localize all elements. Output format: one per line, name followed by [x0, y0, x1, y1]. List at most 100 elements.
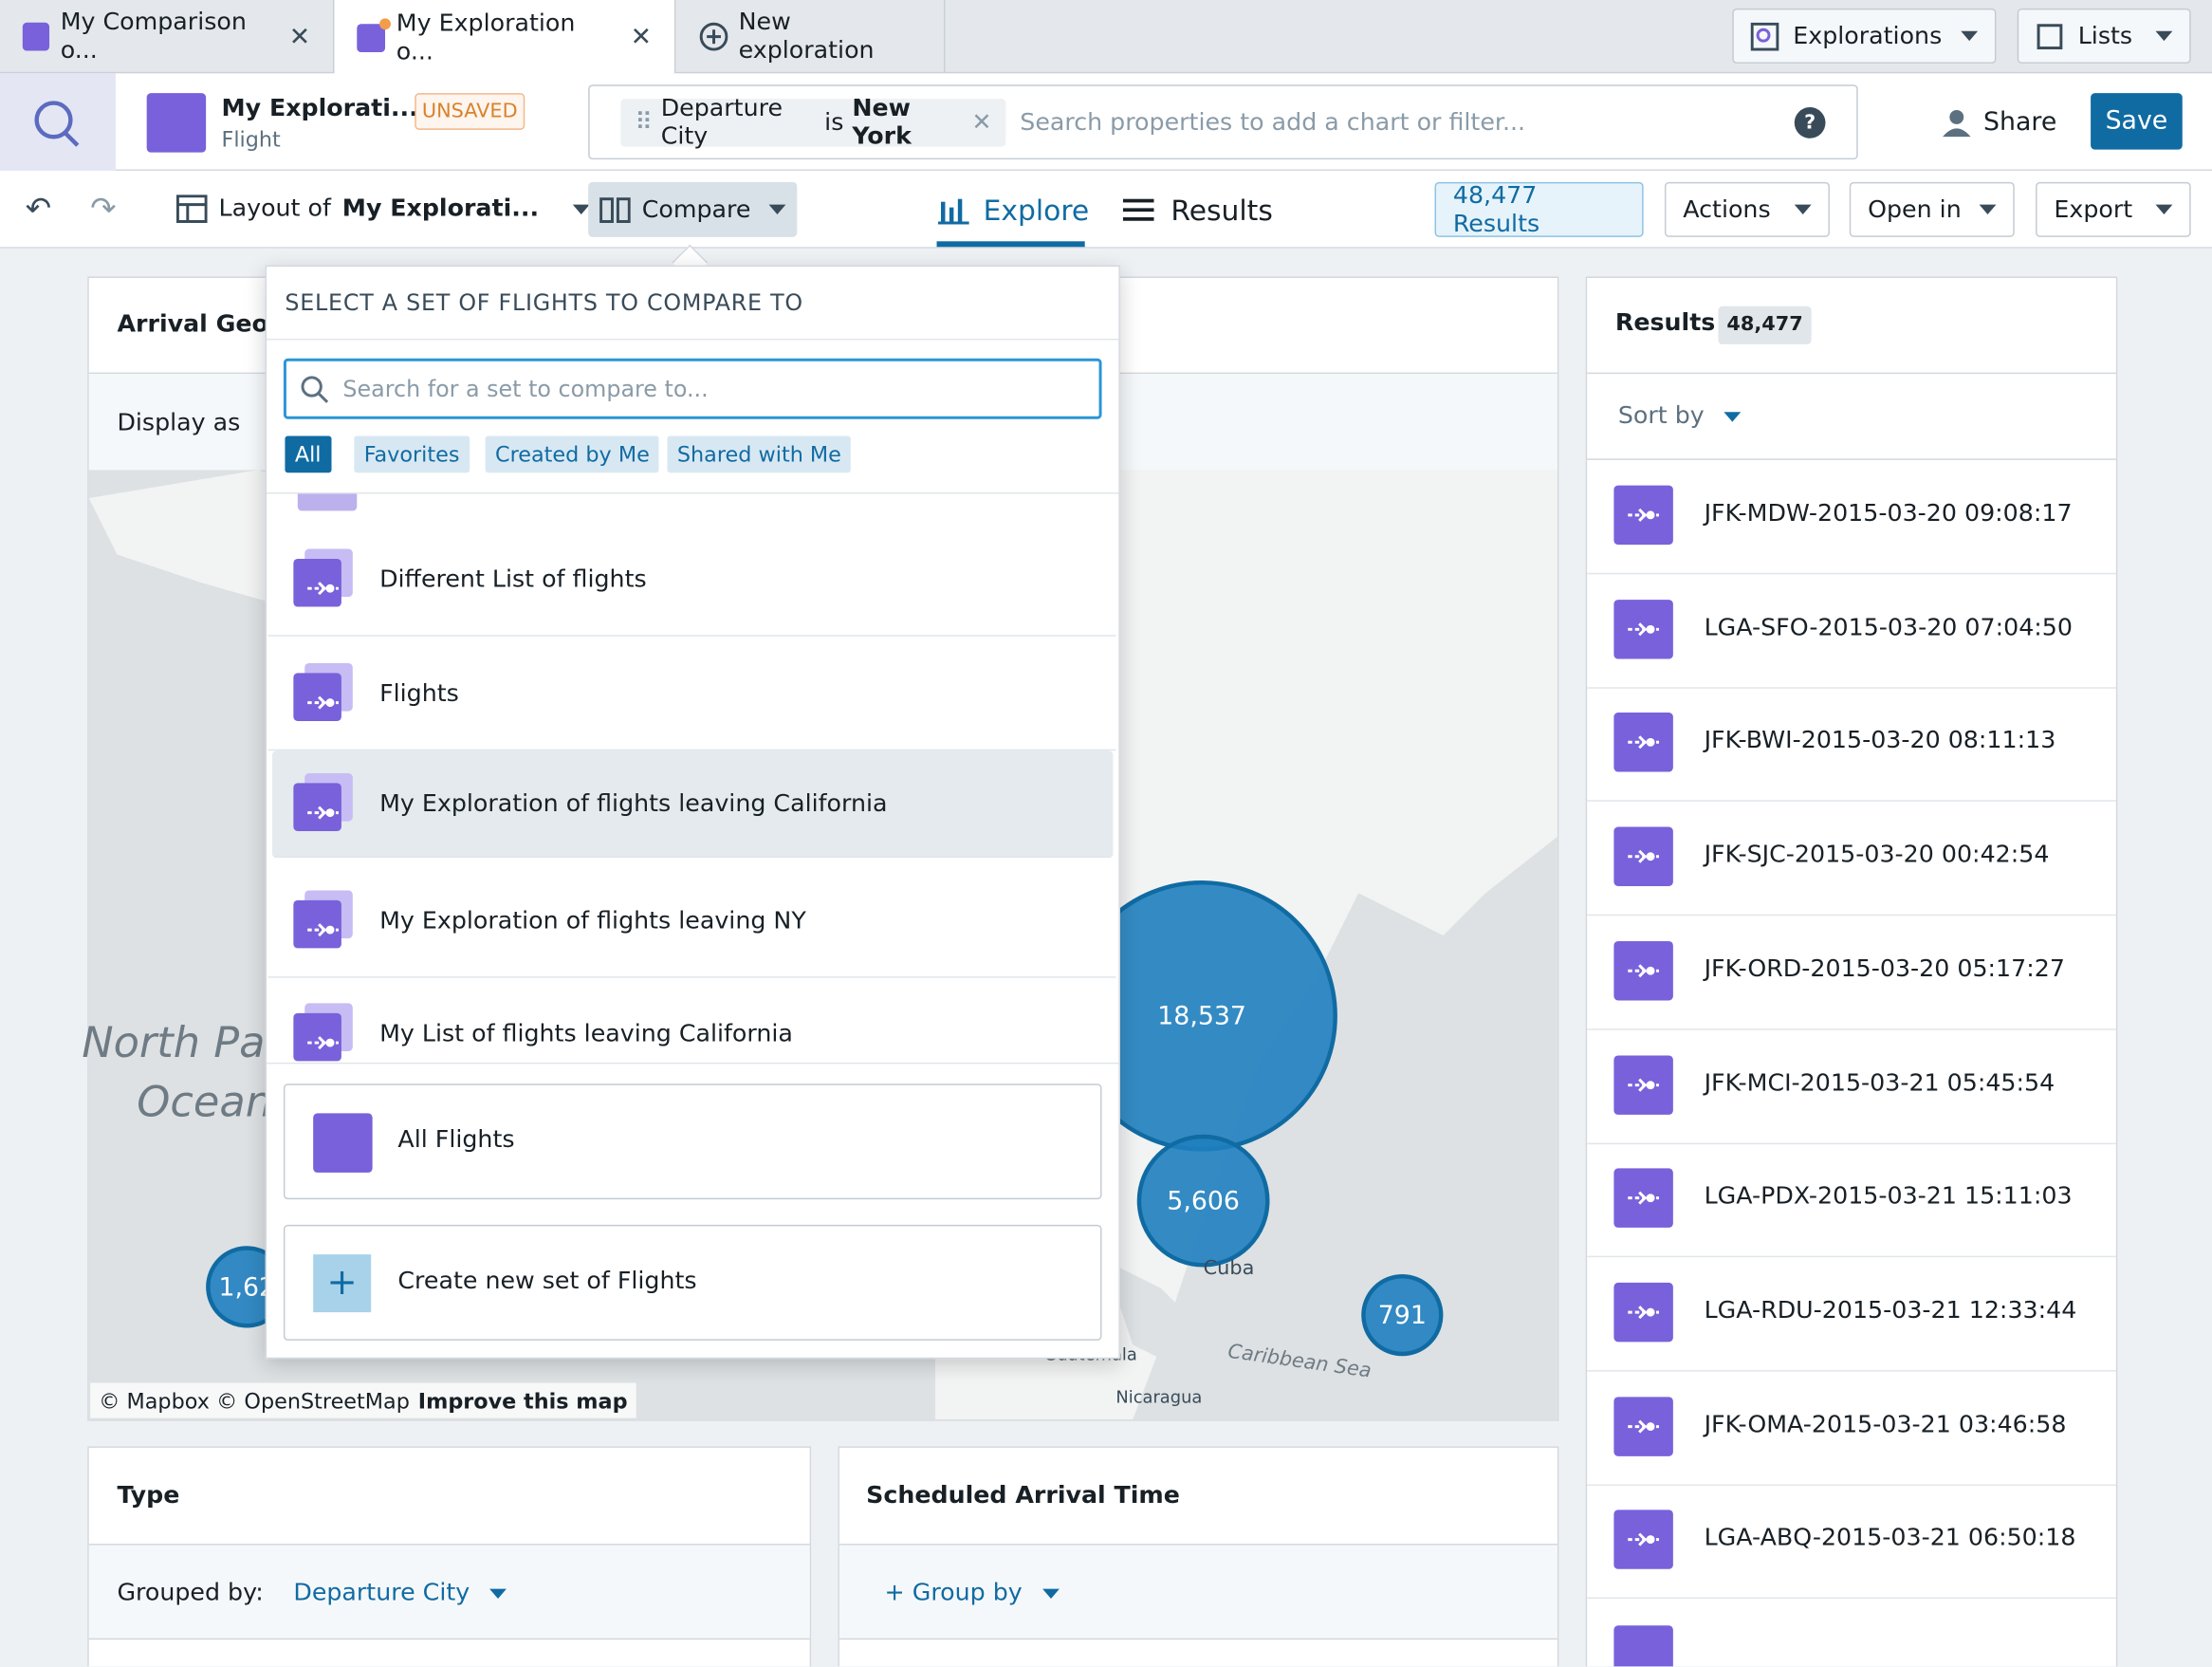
open-in-label: Open in: [1868, 194, 1962, 224]
result-item[interactable]: LGA-ABQ-2015-03-21 06:50:18: [1587, 1485, 2116, 1600]
result-item[interactable]: JFK-ORD-2015-03-20 05:17:27: [1587, 916, 2116, 1030]
explore-label: Explore: [983, 193, 1090, 228]
lists-icon: [2037, 23, 2063, 49]
all-flights-option[interactable]: All Flights: [283, 1084, 1102, 1200]
result-label: LGA-RDU-2015-03-21 12:33:44: [1704, 1296, 2077, 1325]
results-count-button[interactable]: 48,477 Results: [1434, 181, 1644, 238]
flight-glyph: [1628, 1191, 1659, 1205]
flight-glyph: [1628, 849, 1659, 863]
explorations-button[interactable]: Explorations: [1732, 8, 1997, 64]
close-tab[interactable]: ✕: [630, 22, 653, 53]
result-item[interactable]: JFK-MCI-2015-03-21 05:45:54: [1587, 1029, 2116, 1144]
compare-button[interactable]: Compare: [588, 181, 798, 237]
result-item[interactable]: LGA-RDU-2015-03-21 12:33:44: [1587, 1257, 2116, 1372]
arrival-group-row: [839, 1544, 1558, 1640]
result-item[interactable]: JFK-SJC-2015-03-20 00:42:54: [1587, 802, 2116, 917]
flight-icon: [1613, 1282, 1673, 1343]
undo-button[interactable]: ↶: [25, 192, 52, 228]
tab[interactable]: New exploration: [675, 0, 946, 74]
flight-glyph: [1628, 508, 1659, 522]
filter-tag[interactable]: Created by Me: [485, 435, 660, 473]
filter-chip[interactable]: ⠿ Departure City is New York ✕: [620, 95, 1006, 151]
map-attribution: © Mapbox © OpenStreetMap Improve this ma…: [90, 1382, 636, 1418]
set-item[interactable]: Different List of flights: [267, 524, 1116, 637]
flight-glyph: [307, 1036, 339, 1050]
place-label: Nicaragua: [1115, 1386, 1203, 1407]
flight-glyph: [1628, 621, 1659, 636]
results-tab[interactable]: Results: [1122, 193, 1273, 228]
set-label: Flights: [379, 679, 459, 708]
result-label: JFK-BWI-2015-03-20 08:11:13: [1704, 727, 2056, 756]
flight-icon: [1613, 599, 1673, 659]
result-item[interactable]: JFK-BWI-2015-03-20 08:11:13: [1587, 688, 2116, 803]
set-item[interactable]: My Exploration of flights leaving Califo…: [272, 750, 1114, 859]
filter-tag[interactable]: All: [285, 435, 331, 473]
result-item[interactable]: JFK-OMA-2015-03-21 03:46:58: [1587, 1371, 2116, 1486]
new-tab-icon: [699, 22, 728, 51]
divider: [1587, 458, 2116, 460]
logo-icon: [34, 101, 80, 147]
actions-button[interactable]: Actions: [1664, 181, 1830, 237]
result-item[interactable]: JFK-MDW-2015-03-20 09:08:17: [1587, 460, 2116, 575]
type-card-title: Type: [117, 1481, 180, 1510]
result-item[interactable]: LGA-PDX-2015-03-21 15:11:03: [1587, 1143, 2116, 1258]
filter-tag[interactable]: Favorites: [354, 435, 470, 473]
filter-search-placeholder: Search properties to add a chart or filt…: [1020, 108, 1526, 138]
create-set-label: Create new set of Flights: [397, 1267, 697, 1296]
set-item[interactable]: My List of flights leaving California: [268, 978, 1116, 1063]
flight-glyph: [307, 922, 339, 936]
save-button[interactable]: Save: [2091, 93, 2183, 150]
compare-search[interactable]: Search for a set to compare to...: [283, 358, 1102, 419]
set-item[interactable]: Flights: [267, 637, 1116, 750]
set-label: Different List of flights: [379, 565, 647, 595]
filter-tag[interactable]: Shared with Me: [667, 435, 852, 473]
flight-glyph: [1628, 1418, 1659, 1433]
help-icon[interactable]: ?: [1794, 107, 1826, 139]
remove-filter[interactable]: ✕: [971, 108, 992, 138]
improve-map-link[interactable]: Improve this map: [417, 1387, 628, 1414]
result-label: LGA-PDX-2015-03-21 15:11:03: [1704, 1182, 2073, 1212]
share-button[interactable]: Share: [1941, 107, 2056, 137]
cluster[interactable]: 5,606: [1136, 1134, 1270, 1268]
create-set-option[interactable]: + Create new set of Flights: [283, 1224, 1102, 1341]
set-label: My Exploration of flights leaving Califo…: [379, 789, 888, 819]
result-label: JFK-MDW-2015-03-20 09:08:17: [1704, 499, 2073, 528]
result-item[interactable]: LGA-SFO-2015-03-20 07:04:50: [1587, 574, 2116, 689]
tab[interactable]: My Exploration o... ✕: [334, 0, 676, 75]
tab-icon: [357, 17, 391, 52]
actions-label: Actions: [1683, 194, 1771, 224]
compare-icon: [599, 196, 631, 223]
export-button[interactable]: Export: [2036, 181, 2191, 237]
tab[interactable]: My Comparison o... ✕: [0, 0, 335, 74]
group-selector[interactable]: Departure City: [293, 1579, 507, 1607]
flight-icon: [293, 899, 341, 948]
cluster[interactable]: 791: [1361, 1273, 1444, 1357]
ocean-label: Ocean: [137, 1078, 272, 1128]
explore-tab[interactable]: Explore: [938, 193, 1090, 228]
results-count-badge: 48,477: [1718, 306, 1812, 344]
results-tab-label: Results: [1171, 193, 1273, 228]
close-tab[interactable]: ✕: [288, 22, 311, 52]
place-label: Cuba: [1203, 1257, 1255, 1280]
lists-button[interactable]: Lists: [2017, 8, 2191, 64]
filter-bar[interactable]: [588, 84, 1858, 160]
flight-glyph: [1628, 1077, 1659, 1091]
flight-glyph: [1628, 963, 1659, 977]
flight-icon: [1613, 1625, 1673, 1667]
redo-button[interactable]: ↷: [90, 192, 117, 228]
tab-label: My Comparison o...: [60, 8, 247, 65]
app-logo[interactable]: [0, 73, 116, 171]
sort-by-button[interactable]: Sort by: [1618, 402, 1742, 431]
results-icon: [1122, 198, 1154, 221]
group-by-button[interactable]: + Group by: [884, 1579, 1060, 1607]
flight-glyph: [307, 582, 339, 596]
compare-label: Compare: [641, 194, 751, 224]
layout-selector[interactable]: Layout of My Explorati...: [175, 194, 590, 223]
active-tab-indicator: [936, 241, 1085, 248]
set-item[interactable]: My Exploration of flights leaving NY: [267, 864, 1116, 977]
explore-icon: [938, 198, 969, 225]
dropdown-heading: SELECT A SET OF FLIGHTS TO COMPARE TO: [285, 288, 803, 317]
compare-search-placeholder: Search for a set to compare to...: [342, 375, 709, 402]
open-in-button[interactable]: Open in: [1849, 181, 2015, 237]
